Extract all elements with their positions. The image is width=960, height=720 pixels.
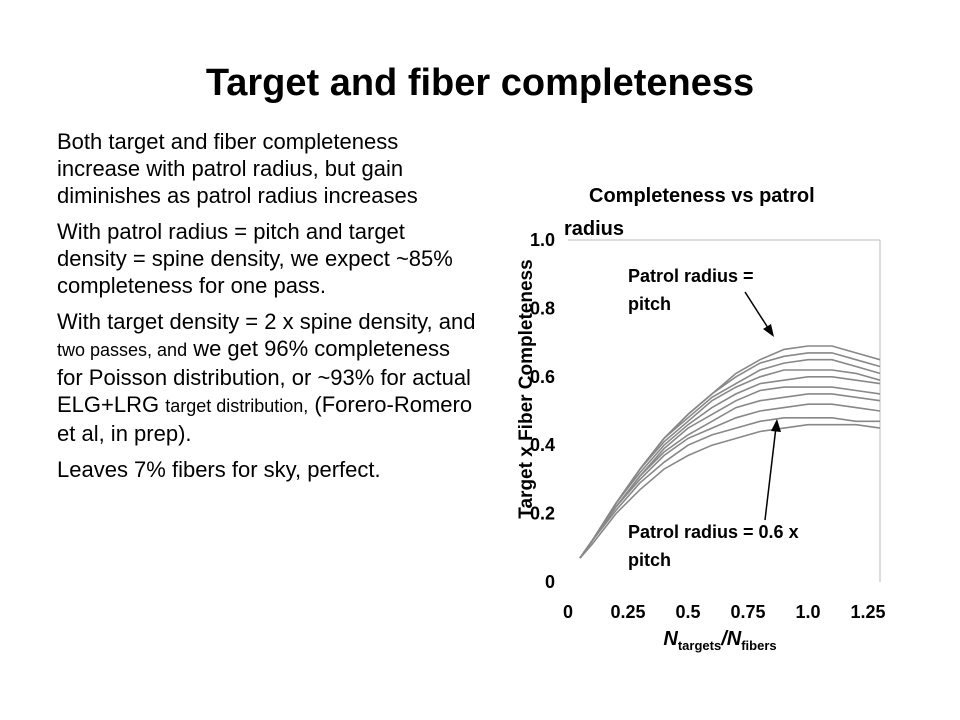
bottom-annotation-arrow: [764, 426, 777, 521]
bottom-annotation-arrowhead: [771, 419, 781, 432]
x-tick-label: 0.5: [675, 602, 700, 622]
paragraph-2: With patrol radius = pitch and target de…: [57, 219, 453, 298]
x-tick-labels: 0 0.25 0.5 0.75 1.0 1.25: [563, 602, 886, 622]
x-tick-label: 0.75: [730, 602, 765, 622]
slide-title: Target and fiber completeness: [205, 62, 755, 104]
paragraph-3: With target density = 2 x spine density,…: [57, 308, 477, 447]
y-tick-label: 0.2: [530, 504, 555, 524]
x-tick-label: 1.25: [850, 602, 885, 622]
x-axis-label-sub2: fibers: [741, 638, 777, 653]
y-tick-label: 0.6: [530, 367, 555, 387]
annotation-bottom-line-2: pitch: [628, 550, 671, 570]
series-line-8: [579, 403, 881, 559]
paragraph-1: Both target and fiber completeness incre…: [57, 129, 418, 208]
y-tick-label: 1.0: [530, 230, 555, 250]
x-tick-label: 0.25: [610, 602, 645, 622]
y-tick-labels: 0 0.2 0.4 0.6 0.8 1.0: [530, 230, 555, 592]
x-tick-label: 1.0: [795, 602, 820, 622]
top-annotation-arrow: [744, 291, 771, 332]
x-axis-label-n: N: [663, 628, 678, 650]
paragraph-3-part-c: we get 96% completeness for Poisson dist…: [57, 336, 471, 417]
paragraph-3-part-a: With target density = 2 x spine density,…: [57, 309, 476, 334]
x-axis-label-sub1: targets: [677, 638, 722, 653]
annotation-top-line-1: Patrol radius =: [628, 266, 754, 286]
series-line-9: [579, 416, 880, 559]
series-line-10: [579, 423, 881, 559]
chart-title-line-2: radius: [564, 218, 625, 240]
chart-title: Completeness vs patrol radius: [564, 180, 854, 246]
paragraph-3-part-b: two passes, and: [57, 340, 188, 360]
paragraph-4: Leaves 7% fibers for sky, perfect.: [57, 457, 381, 482]
paragraph-3-part-e: (Forero-Romero et al, in prep).: [57, 392, 473, 446]
series-group: [579, 345, 881, 559]
x-axis-label: Ntargets/Nfibers: [560, 628, 880, 653]
top-annotation-arrowhead: [763, 324, 774, 337]
y-tick-label: 0.8: [530, 298, 555, 318]
body-text: Both target and fiber completeness incre…: [57, 128, 477, 492]
chart-title-line-1: Completeness vs patrol: [589, 185, 815, 207]
paragraph-3-part-d: target distribution,: [165, 396, 309, 416]
annotation-bottom: Patrol radius = 0.6 x pitch: [628, 518, 799, 574]
y-tick-label: 0: [545, 572, 555, 592]
y-tick-label: 0.4: [530, 435, 555, 455]
annotation-top-line-2: pitch: [628, 294, 671, 314]
x-tick-label: 0: [563, 602, 573, 622]
annotation-top: Patrol radius = pitch: [628, 262, 754, 318]
annotation-bottom-line-1: Patrol radius = 0.6 x: [628, 522, 799, 542]
series-line-5: [579, 375, 881, 559]
y-axis-label: Target x Fiber Completeness: [516, 259, 537, 519]
x-axis-label-slash: /N: [721, 628, 742, 650]
